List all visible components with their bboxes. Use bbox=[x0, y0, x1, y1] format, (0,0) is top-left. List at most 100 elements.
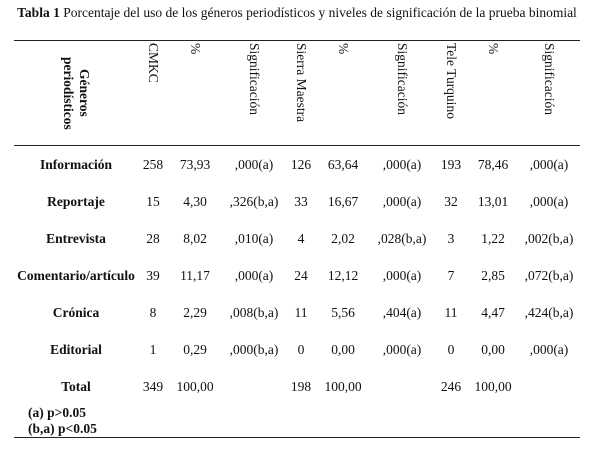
header-cell: CMKC bbox=[138, 40, 168, 146]
header-text: % bbox=[188, 43, 203, 55]
table-cell: 24 bbox=[294, 267, 308, 283]
table-cell: 0,00 bbox=[331, 341, 355, 357]
table-cell bbox=[370, 368, 434, 405]
table-cell: 7 bbox=[447, 267, 455, 283]
table-cell: 8,02 bbox=[183, 230, 207, 246]
table-cell: ,072(b,a) bbox=[524, 267, 574, 283]
table-row: Editorial 1 0,29 ,000(b,a) 0 0,00 ,000(a) 0 0,00… bbox=[14, 331, 580, 368]
table-cell: 4 bbox=[297, 230, 305, 246]
table-cell: 15 bbox=[146, 193, 160, 209]
table-cell: 11 bbox=[294, 304, 308, 320]
table-cell: 258 bbox=[142, 156, 164, 172]
header-cell: Significación bbox=[370, 40, 434, 146]
table-cell: 78,46 bbox=[477, 156, 509, 172]
table-cell: ,424(b,a) bbox=[524, 304, 574, 320]
table-cell: 11 bbox=[444, 304, 458, 320]
caption-label: Tabla 1 bbox=[17, 5, 60, 20]
table-cell: 32 bbox=[444, 193, 458, 209]
table-row: Reportaje 15 4,30 ,326(b,a) 33 16,67 ,000(a) 32… bbox=[14, 183, 580, 220]
table-cell: 12,12 bbox=[327, 267, 359, 283]
table-cell: Total bbox=[61, 378, 91, 394]
table-cell: 1 bbox=[149, 341, 157, 357]
note: (b,a) p<0.05 bbox=[28, 421, 97, 436]
header-text: % bbox=[486, 43, 501, 55]
table-cell: 4,30 bbox=[183, 193, 207, 209]
note: (a) p>0.05 bbox=[28, 405, 86, 420]
table-cell: Comentario/artículo bbox=[17, 267, 135, 283]
header-cell: % bbox=[168, 40, 222, 146]
note-row: (b,a) p<0.05 bbox=[14, 421, 580, 438]
table-cell: 2,29 bbox=[183, 304, 207, 320]
header-text: CMKC bbox=[146, 43, 161, 83]
header-cell: Significación bbox=[222, 40, 286, 146]
table-cell bbox=[518, 368, 580, 405]
header-text: Significación bbox=[542, 43, 557, 115]
table-cell: 33 bbox=[294, 193, 308, 209]
table-row: Comentario/artículo 39 11,17 ,000(a) 24 12,12… bbox=[14, 257, 580, 294]
header-text: Géneros periodísticos bbox=[61, 56, 92, 130]
table-cell: 0 bbox=[447, 341, 455, 357]
table-cell: 3 bbox=[447, 230, 455, 246]
table-cell: ,326(b,a) bbox=[229, 193, 279, 209]
table-cell: 2,02 bbox=[331, 230, 355, 246]
table-cell: 39 bbox=[146, 267, 160, 283]
table-cell: 1,22 bbox=[481, 230, 505, 246]
header-cell: Sierra Maestra bbox=[286, 40, 316, 146]
header-row: Géneros periodísticos CMKC% Significación S… bbox=[14, 40, 580, 146]
table-cell: 73,93 bbox=[179, 156, 211, 172]
table-cell: 11,17 bbox=[180, 267, 210, 283]
table-cell: 63,64 bbox=[327, 156, 359, 172]
table-cell: 198 bbox=[290, 378, 312, 394]
table-cell: 349 bbox=[142, 378, 164, 394]
table-cell: 28 bbox=[146, 230, 160, 246]
header-text: Significación bbox=[395, 43, 410, 115]
table-cell: 4,47 bbox=[481, 304, 505, 320]
table-cell: Información bbox=[40, 156, 112, 172]
header-text: % bbox=[336, 43, 351, 55]
caption-text: Porcentaje del uso de los géneros period… bbox=[63, 5, 577, 20]
header-text: Tele Turquino bbox=[444, 43, 459, 119]
header-text: Sierra Maestra bbox=[294, 43, 309, 123]
table-cell: ,008(b,a) bbox=[229, 304, 279, 320]
table-cell: 193 bbox=[440, 156, 462, 172]
table-cell: ,000(a) bbox=[382, 193, 422, 209]
header-cell: Tele Turquino bbox=[434, 40, 468, 146]
table-cell: ,000(a) bbox=[382, 267, 422, 283]
header-cell: % bbox=[316, 40, 370, 146]
table-cell: 8 bbox=[149, 304, 157, 320]
table-cell: 100,00 bbox=[324, 378, 362, 394]
table-cell: ,010(a) bbox=[234, 230, 274, 246]
table-cell bbox=[222, 368, 286, 405]
note-row: (a) p>0.05 bbox=[14, 405, 580, 421]
header-cell: % bbox=[468, 40, 518, 146]
table-row: Crónica 8 2,29 ,008(b,a) 11 5,56 ,404(a) 11 4,47… bbox=[14, 294, 580, 331]
table-cell: 126 bbox=[290, 156, 312, 172]
table-cell: Crónica bbox=[52, 304, 100, 320]
table-cell: 5,56 bbox=[331, 304, 355, 320]
table-cell: 0 bbox=[297, 341, 305, 357]
table-cell: 246 bbox=[440, 378, 462, 394]
table-cell: ,000(b,a) bbox=[229, 341, 279, 357]
table-cell: 16,67 bbox=[327, 193, 359, 209]
table-cell: ,002(b,a) bbox=[524, 230, 574, 246]
table-cell: ,000(a) bbox=[529, 156, 569, 172]
table-cell: ,404(a) bbox=[382, 304, 422, 320]
table: Géneros periodísticos CMKC% Significación S… bbox=[14, 40, 580, 438]
header-text: Significación bbox=[247, 43, 262, 115]
table-cell: ,028(b,a) bbox=[377, 230, 427, 246]
table-cell: 2,85 bbox=[481, 267, 505, 283]
header-cell: Significación bbox=[518, 40, 580, 146]
table-cell: 100,00 bbox=[176, 378, 214, 394]
table-cell: ,000(a) bbox=[234, 267, 274, 283]
table-body: Información 258 73,93 ,000(a) 126 63,64 ,000(a… bbox=[14, 146, 580, 438]
caption: Tabla 1 Porcentaje del uso de los género… bbox=[6, 4, 588, 21]
table-cell: Editorial bbox=[50, 341, 102, 357]
table-cell: 13,01 bbox=[477, 193, 509, 209]
table-cell: ,000(a) bbox=[234, 156, 274, 172]
table-cell: 0,00 bbox=[481, 341, 505, 357]
header-cell: Géneros periodísticos bbox=[14, 40, 138, 146]
table-cell: ,000(a) bbox=[529, 193, 569, 209]
table-cell: Reportaje bbox=[47, 193, 105, 209]
table-row: Total 349 100,00 198 100,00 246 100,00 bbox=[14, 368, 580, 405]
